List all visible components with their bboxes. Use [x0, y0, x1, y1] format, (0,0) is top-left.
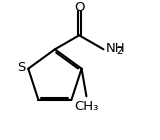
- Text: O: O: [74, 1, 84, 14]
- Text: 2: 2: [116, 46, 122, 56]
- Text: CH₃: CH₃: [74, 100, 99, 113]
- Text: NH: NH: [106, 42, 126, 55]
- Text: S: S: [17, 61, 25, 74]
